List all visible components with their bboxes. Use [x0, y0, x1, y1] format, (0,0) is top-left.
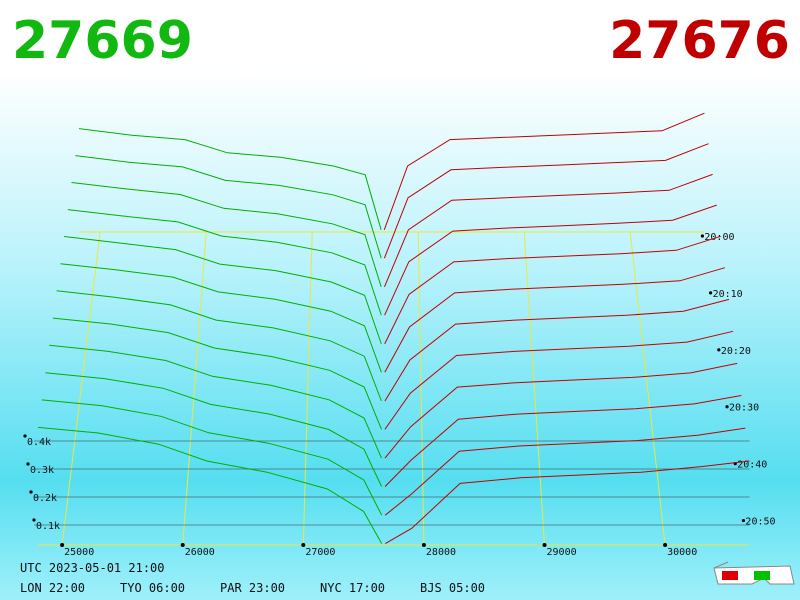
bid-depth-line — [45, 372, 383, 487]
x-grid-line — [61, 231, 101, 546]
bid-depth-line — [52, 317, 382, 430]
x-grid-line — [523, 231, 546, 546]
y-tick-label: 0.2k — [33, 493, 57, 504]
time-tick-label: 20:20 — [721, 346, 751, 357]
x-tick-mark — [663, 543, 668, 547]
x-tick-label: 29000 — [547, 547, 577, 558]
y-tick-mark — [23, 434, 27, 438]
x-tick-label: 28000 — [426, 547, 456, 558]
ask-depth-line — [384, 330, 734, 430]
time-tick-mark — [700, 234, 705, 238]
x-grid-line — [182, 231, 207, 546]
x-tick-label: 26000 — [185, 547, 215, 558]
time-tick-label: 20:50 — [745, 517, 775, 528]
y-tick-mark — [29, 490, 33, 494]
time-tick-mark — [725, 405, 729, 409]
ask-depth-line — [384, 395, 742, 487]
timestamp: UTC 2023-05-01 21:00 — [20, 561, 165, 575]
time-tick-label: 20:00 — [704, 232, 734, 243]
bid-depth-line — [56, 290, 382, 402]
time-tick-label: 20:40 — [737, 460, 767, 471]
clock-label: PAR 23:00 — [220, 581, 285, 595]
time-tick-mark — [717, 348, 721, 352]
x-tick-mark — [301, 543, 306, 547]
ask-depth-line — [384, 173, 713, 287]
y-tick-label: 0.4k — [27, 437, 51, 448]
clock-label: TYO 06:00 — [120, 581, 185, 595]
bid-depth-line — [67, 209, 382, 316]
y-tick-mark — [32, 518, 36, 522]
time-tick-mark — [709, 291, 713, 295]
ask-depth-line — [384, 267, 726, 373]
y-tick-mark — [26, 462, 30, 466]
x-grid-line — [417, 231, 425, 546]
bid-depth-line — [64, 236, 382, 345]
time-tick-label: 20:10 — [713, 289, 743, 300]
x-tick-mark — [421, 543, 426, 547]
ask-depth-line — [384, 362, 738, 459]
time-tick-label: 20:30 — [729, 403, 759, 414]
ask-depth-line — [383, 143, 709, 259]
x-grid-line — [629, 231, 666, 546]
x-tick-label: 30000 — [667, 547, 697, 558]
x-tick-label: 27000 — [305, 547, 335, 558]
clock-label: BJS 05:00 — [420, 581, 485, 595]
clock-label: LON 22:00 — [20, 581, 85, 595]
bid-depth-line — [71, 182, 382, 287]
ask-depth-line — [384, 427, 746, 516]
ask-depth-line — [385, 460, 750, 545]
bid-price: 27669 — [12, 11, 193, 71]
bid-depth-line — [49, 344, 382, 459]
bid-depth-line — [78, 128, 382, 230]
ask-depth-line — [384, 298, 730, 402]
ask-price: 27676 — [609, 11, 790, 71]
x-tick-label: 25000 — [64, 547, 94, 558]
bid-depth-line — [60, 263, 382, 373]
y-tick-label: 0.3k — [30, 465, 54, 476]
ask-depth-line — [383, 112, 705, 230]
ask-depth-line — [384, 204, 717, 316]
x-tick-mark — [180, 543, 185, 547]
bid-depth-line — [41, 399, 383, 516]
x-grid-line — [302, 231, 313, 546]
x-tick-mark — [60, 543, 65, 547]
glasses-icon — [713, 561, 795, 585]
x-tick-mark — [542, 543, 547, 547]
clock-label: NYC 17:00 — [320, 581, 385, 595]
bid-depth-line — [75, 155, 382, 259]
bid-depth-line — [37, 426, 383, 544]
y-tick-label: 0.1k — [36, 521, 60, 532]
ask-depth-line — [384, 235, 721, 345]
time-tick-mark — [741, 518, 746, 523]
